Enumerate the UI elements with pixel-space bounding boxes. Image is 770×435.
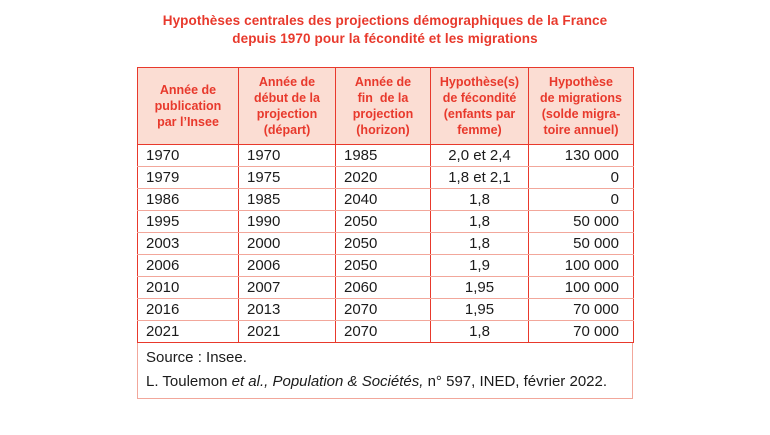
table-cell: 100 000 [528,254,634,277]
table-cell: 1,95 [430,276,529,299]
table-cell: 1985 [335,144,431,167]
table-cell: 2040 [335,188,431,211]
table-cell: 1,8 et 2,1 [430,166,529,189]
table-row: 2016 2013 2070 1,95 70 000 [137,298,634,321]
header-cell-start-year: Année de début de la projection (départ) [238,67,336,145]
table-cell: 2006 [137,254,239,277]
table-cell: 1,8 [430,232,529,255]
source-line: Source : Insee. [146,349,247,366]
table-cell: 70 000 [528,320,634,343]
table-row: 1970 1970 1985 2,0 et 2,4 130 000 [137,144,634,167]
table-container: Année de publication par l’Insee Année d… [137,67,634,399]
table-cell: 2010 [137,276,239,299]
table-cell: 2003 [137,232,239,255]
table-row: 2010 2007 2060 1,95 100 000 [137,276,634,299]
header-cell-fertility: Hypothèse(s) de fécondité (enfants par f… [430,67,529,145]
header-cell-publication-year: Année de publication par l’Insee [137,67,239,145]
table-cell: 2060 [335,276,431,299]
table-row: 1979 1975 2020 1,8 et 2,1 0 [137,166,634,189]
table-cell: 2007 [238,276,336,299]
header-cell-end-year: Année de fin de la projection (horizon) [335,67,431,145]
header-cell-migration: Hypothèse de migrations (solde migra- to… [528,67,634,145]
table-row: 1995 1990 2050 1,8 50 000 [137,210,634,233]
table-row: 2003 2000 2050 1,8 50 000 [137,232,634,255]
table-cell: 1,95 [430,298,529,321]
table-cell: 2070 [335,298,431,321]
citation-issue: n° 597, INED, février 2022. [423,373,608,390]
table-cell: 1979 [137,166,239,189]
table-cell: 1,9 [430,254,529,277]
table-cell: 2000 [238,232,336,255]
table-cell: 1,8 [430,320,529,343]
table-cell: 70 000 [528,298,634,321]
table-cell: 0 [528,166,634,189]
table-cell: 0 [528,188,634,211]
table-cell: 1970 [137,144,239,167]
table-cell: 1995 [137,210,239,233]
table-cell: 2013 [238,298,336,321]
table-footnote: Source : Insee. L. Toulemon et al., Popu… [137,343,633,399]
page-title: Hypothèses centrales des projections dém… [0,12,770,48]
table-cell: 2021 [238,320,336,343]
table-row: 1986 1985 2040 1,8 0 [137,188,634,211]
citation-line: L. Toulemon et al., Population & Société… [146,370,624,394]
table-cell: 2050 [335,254,431,277]
table-body: 1970 1970 1985 2,0 et 2,4 130 000 1979 1… [137,144,634,343]
table-cell: 1985 [238,188,336,211]
table-cell: 1970 [238,144,336,167]
table-row: 2021 2021 2070 1,8 70 000 [137,320,634,343]
table-row: 2006 2006 2050 1,9 100 000 [137,254,634,277]
table-cell: 2020 [335,166,431,189]
header-row: Année de publication par l’Insee Année d… [137,67,634,145]
table-cell: 50 000 [528,210,634,233]
table-cell: 50 000 [528,232,634,255]
title-line-2: depuis 1970 pour la fécondité et les mig… [232,31,538,46]
table-cell: 100 000 [528,276,634,299]
projections-table: Année de publication par l’Insee Année d… [137,67,634,343]
table-cell: 2050 [335,232,431,255]
table-cell: 1,8 [430,210,529,233]
table-header: Année de publication par l’Insee Année d… [137,67,634,145]
table-cell: 1990 [238,210,336,233]
table-cell: 2016 [137,298,239,321]
table-cell: 2070 [335,320,431,343]
table-cell: 1986 [137,188,239,211]
citation-author: L. Toulemon [146,373,232,390]
table-cell: 2006 [238,254,336,277]
table-cell: 2021 [137,320,239,343]
title-line-1: Hypothèses centrales des projections dém… [162,13,608,28]
table-cell: 2,0 et 2,4 [430,144,529,167]
table-cell: 1975 [238,166,336,189]
table-cell: 2050 [335,210,431,233]
table-cell: 130 000 [528,144,634,167]
table-cell: 1,8 [430,188,529,211]
citation-journal-italic: et al., Population & Sociétés, [231,373,424,390]
